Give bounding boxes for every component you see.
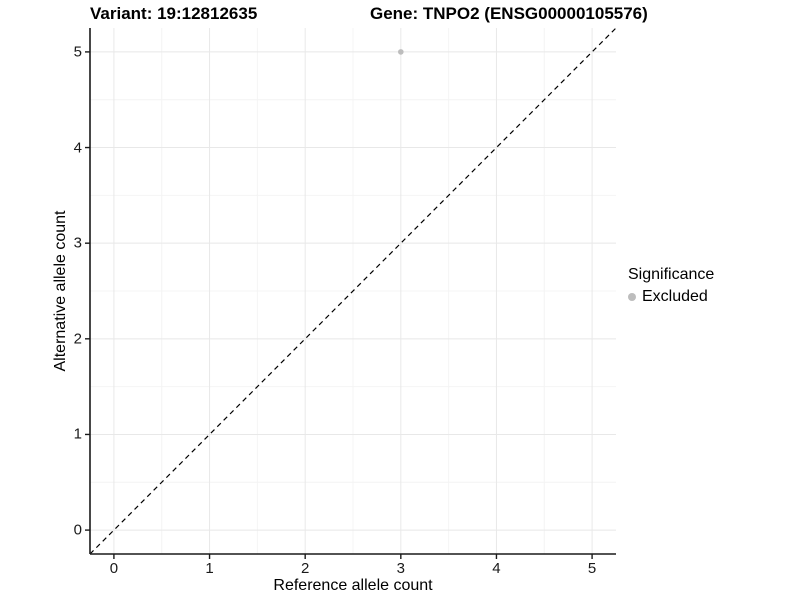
- y-tick-label: 0: [73, 521, 82, 539]
- plot-panel: [85, 27, 617, 559]
- plot-title-gene: Gene: TNPO2 (ENSG00000105576): [370, 4, 648, 23]
- legend-title: Significance: [628, 266, 715, 283]
- legend: Significance Excluded: [628, 266, 714, 306]
- y-tick-label: 4: [73, 139, 82, 157]
- y-tick-label: 2: [73, 330, 82, 348]
- legend-point-icon: [628, 293, 636, 301]
- data-point: [398, 49, 404, 55]
- plot-canvas: [85, 27, 617, 559]
- y-tick-label: 1: [73, 425, 82, 443]
- x-tick-label: 1: [205, 560, 214, 577]
- plot-title-variant: Variant: 19:12812635: [90, 4, 258, 23]
- x-tick-label: 0: [109, 560, 119, 577]
- x-tick-label: 5: [587, 560, 597, 577]
- identity-dashed-line: [89, 27, 617, 555]
- legend-item-excluded: Excluded: [628, 288, 714, 306]
- x-tick-label: 2: [301, 560, 310, 577]
- y-tick-label: 3: [73, 234, 82, 252]
- y-tick-label: 5: [73, 43, 82, 61]
- legend-item-label: Excluded: [642, 288, 708, 305]
- x-tick-label: 4: [492, 560, 501, 577]
- x-axis-title: Reference allele count: [273, 577, 433, 594]
- x-tick-label: 3: [396, 560, 405, 577]
